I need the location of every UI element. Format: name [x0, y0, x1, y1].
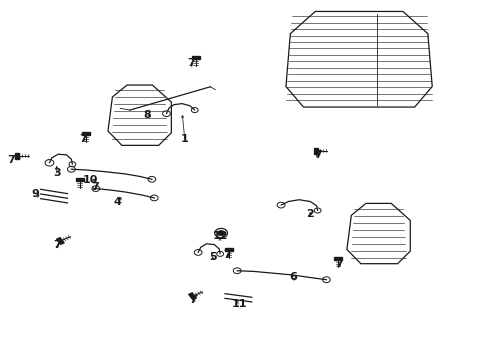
Text: 10: 10	[82, 175, 98, 185]
Text: 8: 8	[143, 111, 150, 121]
Text: 7: 7	[335, 259, 343, 269]
Text: 7: 7	[80, 134, 87, 144]
Text: 7: 7	[189, 295, 197, 305]
Text: 3: 3	[53, 168, 61, 178]
Text: 4: 4	[114, 197, 122, 207]
Polygon shape	[224, 248, 232, 251]
Text: 6: 6	[289, 272, 297, 282]
Text: 7: 7	[53, 239, 61, 249]
Circle shape	[217, 230, 224, 235]
Polygon shape	[188, 293, 196, 300]
Polygon shape	[313, 148, 317, 154]
Text: 7: 7	[7, 155, 15, 165]
Text: 7: 7	[186, 58, 194, 68]
Text: 5: 5	[208, 252, 216, 262]
Text: 12: 12	[212, 231, 227, 240]
Polygon shape	[57, 238, 64, 244]
Polygon shape	[82, 132, 90, 135]
Text: 2: 2	[306, 209, 314, 219]
Text: 7: 7	[223, 250, 231, 260]
Polygon shape	[191, 56, 200, 59]
Polygon shape	[333, 257, 342, 260]
Text: 1: 1	[181, 134, 188, 144]
Polygon shape	[15, 153, 19, 159]
Text: 9: 9	[32, 189, 40, 199]
Text: 7: 7	[91, 182, 99, 192]
Text: 11: 11	[231, 299, 247, 309]
Text: 7: 7	[313, 150, 321, 160]
Polygon shape	[76, 178, 83, 181]
